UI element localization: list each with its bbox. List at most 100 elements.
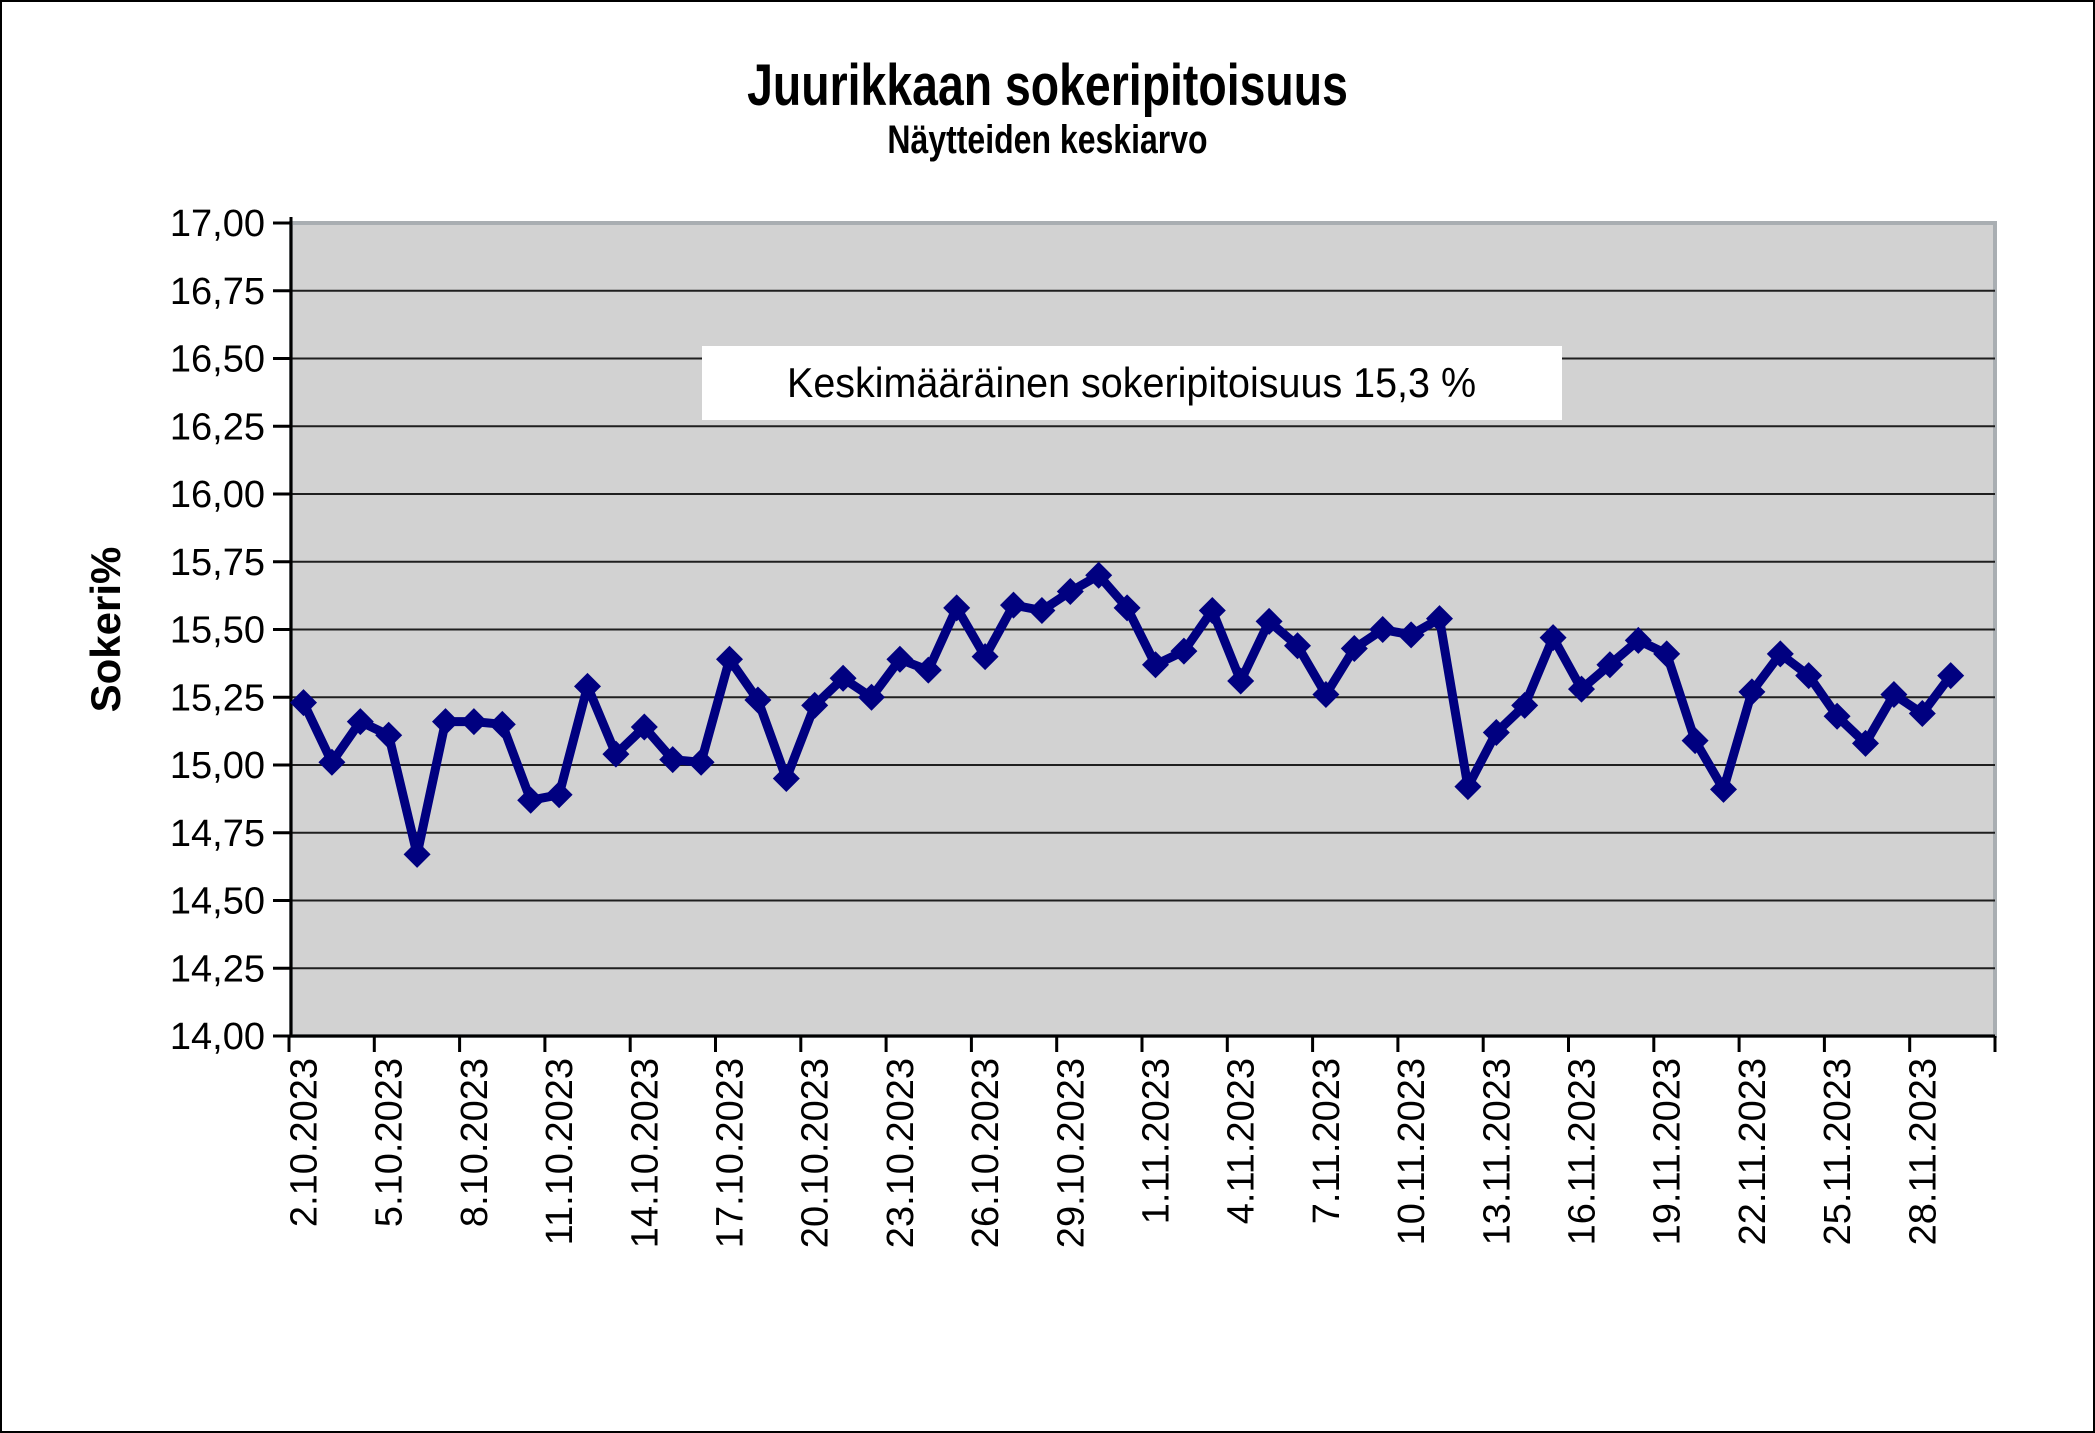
axes	[273, 217, 1995, 1038]
data-point-marker	[1397, 621, 1425, 649]
data-point-marker	[1482, 718, 1510, 746]
x-tick-label: 10.11.2023	[1391, 1058, 1433, 1245]
data-point-marker	[1113, 594, 1141, 622]
data-point-marker	[290, 689, 317, 717]
data-point-marker	[488, 710, 516, 738]
data-point-marker	[1284, 632, 1311, 660]
data-point-marker	[1766, 640, 1794, 668]
data-point-marker	[1426, 605, 1453, 633]
data-point-marker	[1227, 667, 1255, 695]
gridlines	[291, 289, 1995, 970]
x-tick-label: 2.10.2023	[284, 1058, 326, 1227]
data-point-marker	[460, 708, 488, 736]
data-point-marker	[1738, 678, 1766, 706]
data-point-marker	[574, 672, 601, 700]
data-point-marker	[1312, 681, 1340, 709]
data-point-marker	[1142, 651, 1169, 679]
data-point-marker	[687, 748, 715, 776]
data-point-marker	[1511, 691, 1539, 719]
data-point-marker	[1710, 775, 1737, 803]
y-tick-label: 14,25	[170, 948, 265, 990]
x-tick-label: 8.10.2023	[454, 1058, 496, 1227]
data-point-marker	[772, 765, 800, 793]
data-point-marker	[1539, 624, 1567, 652]
data-point-marker	[630, 713, 658, 741]
data-point-marker	[659, 746, 687, 774]
data-point-marker	[517, 786, 545, 814]
annotation-box: Keskimääräinen sokeripitoisuus 15,3 %	[702, 346, 1562, 420]
y-tick-label: 17,00	[170, 203, 265, 245]
y-tick-label: 16,50	[170, 339, 265, 381]
y-tick-label: 15,75	[170, 542, 265, 584]
y-tick-label: 15,25	[170, 677, 265, 719]
data-point-marker	[1653, 640, 1681, 668]
data-point-marker	[1568, 675, 1595, 703]
data-point-marker	[375, 721, 403, 749]
y-tick-label: 14,50	[170, 881, 265, 923]
x-tick-label: 19.11.2023	[1647, 1058, 1689, 1245]
x-tick-label: 20.10.2023	[795, 1058, 837, 1248]
data-point-marker	[744, 686, 772, 714]
data-point-marker	[1255, 607, 1283, 635]
data-point-marker	[1000, 591, 1027, 619]
x-tick-label: 1.11.2023	[1136, 1058, 1178, 1224]
data-point-marker	[1823, 702, 1851, 730]
data-point-marker	[318, 748, 346, 776]
data-point-marker	[1852, 729, 1879, 757]
data-point-marker	[1596, 651, 1624, 679]
chart-subtitle: Näytteiden keskiarvo	[887, 118, 1208, 162]
y-tick-label: 15,00	[170, 745, 265, 787]
data-point-marker	[403, 840, 431, 868]
data-point-marker	[1056, 578, 1084, 606]
annotation-text: Keskimääräinen sokeripitoisuus 15,3 %	[787, 359, 1477, 406]
data-point-marker	[545, 781, 573, 809]
data-point-marker	[1624, 626, 1652, 654]
y-tick-label: 16,00	[170, 474, 265, 516]
x-tick-label: 13.11.2023	[1476, 1058, 1518, 1245]
data-point-marker	[943, 594, 971, 622]
data-point-marker	[1340, 634, 1368, 662]
data-point-marker	[1908, 700, 1936, 728]
data-point-marker	[1028, 597, 1056, 625]
data-point-marker	[1198, 597, 1226, 625]
y-axis-labels: 17,00 16,75 16,50 16,25 16,00 15,75 15,50 15,25…	[170, 203, 291, 1058]
x-tick-label: 28.11.2023	[1902, 1058, 1944, 1245]
y-tick-label: 16,75	[170, 271, 265, 313]
data-point-marker	[1880, 681, 1908, 709]
x-tick-label: 16.11.2023	[1562, 1058, 1604, 1245]
x-tick-label: 14.10.2023	[624, 1058, 666, 1248]
x-tick-label: 23.10.2023	[880, 1058, 922, 1248]
x-tick-label: 17.10.2023	[710, 1058, 752, 1248]
x-tick-label: 11.10.2023	[539, 1058, 581, 1245]
data-point-marker	[1937, 662, 1965, 690]
data-point-marker	[716, 645, 743, 673]
data-point-marker	[346, 708, 374, 736]
y-tick-label: 14,75	[170, 813, 265, 855]
x-tick-label: 25.11.2023	[1817, 1058, 1859, 1245]
x-tick-label: 4.11.2023	[1221, 1058, 1263, 1224]
data-point-marker	[886, 645, 914, 673]
y-axis-title: Sokeri%	[82, 547, 129, 713]
data-point-marker	[1795, 662, 1823, 690]
data-point-marker	[602, 740, 630, 768]
y-tick-label: 15,50	[170, 610, 265, 652]
data-point-marker	[971, 643, 999, 671]
data-point-marker	[1681, 727, 1709, 755]
data-point-marker	[801, 691, 829, 719]
y-tick-label: 14,00	[170, 1016, 265, 1058]
x-tick-label: 29.10.2023	[1050, 1058, 1092, 1248]
data-point-marker	[432, 708, 459, 736]
data-point-marker	[1454, 773, 1482, 801]
x-tick-label: 26.10.2023	[965, 1058, 1007, 1248]
data-point-marker	[1369, 616, 1397, 643]
data-point-marker	[914, 656, 942, 684]
data-point-marker	[1085, 561, 1113, 589]
data-point-marker	[1170, 637, 1198, 665]
data-point-marker	[829, 664, 857, 692]
x-tick-label: 22.11.2023	[1732, 1058, 1774, 1245]
x-tick-label: 5.10.2023	[369, 1058, 411, 1227]
chart-title: Juurikkaan sokeripitoisuus	[747, 53, 1348, 118]
series-sokeri	[290, 561, 1965, 868]
